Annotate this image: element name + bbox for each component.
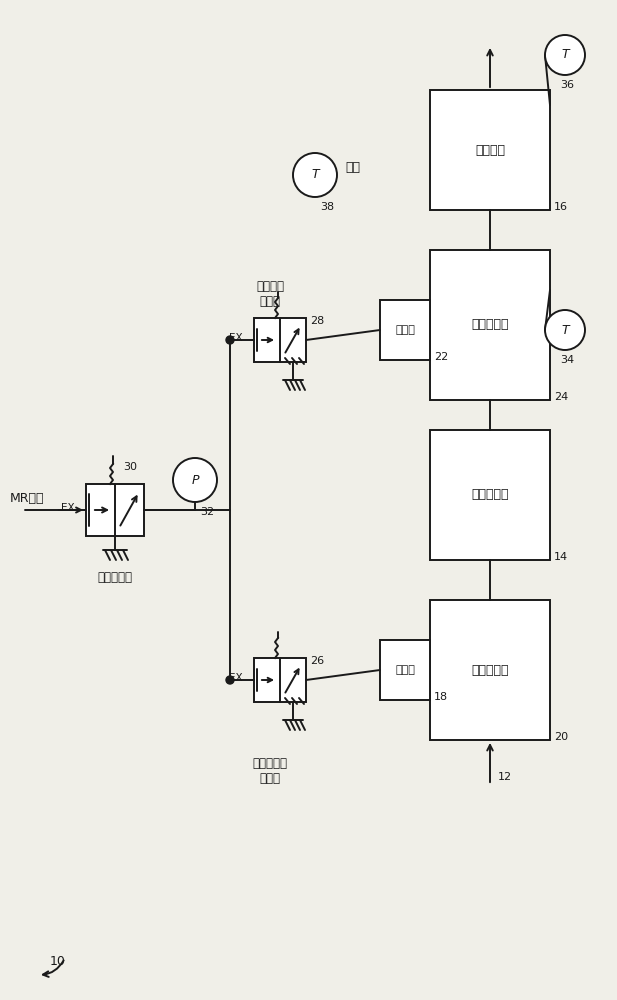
Text: 卸荷控制阀: 卸荷控制阀	[97, 571, 133, 584]
Text: 卸荷器: 卸荷器	[395, 665, 415, 675]
Text: 12: 12	[498, 772, 512, 782]
Text: T: T	[561, 324, 569, 336]
Circle shape	[226, 676, 234, 684]
Bar	[430, 90, 550, 210]
Text: T: T	[311, 168, 319, 182]
Text: 18: 18	[434, 692, 448, 702]
Circle shape	[293, 153, 337, 197]
Text: 10: 10	[50, 955, 66, 968]
Text: 26: 26	[310, 656, 324, 666]
Text: EX: EX	[61, 503, 75, 513]
Text: 20: 20	[554, 732, 568, 742]
Text: 32: 32	[200, 507, 214, 517]
Text: 30: 30	[123, 462, 137, 472]
Circle shape	[545, 35, 585, 75]
Text: 16: 16	[554, 202, 568, 212]
Bar	[380, 300, 430, 360]
Text: 28: 28	[310, 316, 325, 326]
Text: 第一级压缩: 第一级压缩	[471, 664, 509, 676]
Text: 中间冷却器: 中间冷却器	[471, 488, 509, 502]
Text: MR压力: MR压力	[10, 492, 44, 505]
Text: 38: 38	[320, 202, 334, 212]
Text: 22: 22	[434, 352, 448, 362]
Text: 后冷却器: 后冷却器	[475, 143, 505, 156]
Bar	[430, 430, 550, 560]
Text: 14: 14	[554, 552, 568, 562]
Text: 后冷却器
除冰阀: 后冷却器 除冰阀	[256, 280, 284, 308]
Bar	[254, 318, 306, 362]
Text: 24: 24	[554, 392, 568, 402]
Text: 中间冷却器
除冰阀: 中间冷却器 除冰阀	[252, 757, 288, 785]
Circle shape	[545, 310, 585, 350]
Bar	[86, 484, 144, 536]
Circle shape	[173, 458, 217, 502]
Text: 36: 36	[560, 80, 574, 90]
Text: P: P	[191, 474, 199, 487]
Text: EX: EX	[229, 673, 242, 683]
Bar	[430, 250, 550, 400]
Text: EX: EX	[229, 333, 242, 343]
Text: 卸荷器: 卸荷器	[395, 325, 415, 335]
Bar	[254, 658, 306, 702]
Text: 34: 34	[560, 355, 574, 365]
Text: 第二级压缩: 第二级压缩	[471, 318, 509, 332]
Bar	[430, 600, 550, 740]
Bar	[380, 640, 430, 700]
Text: T: T	[561, 48, 569, 62]
Text: 环境: 环境	[345, 161, 360, 174]
Circle shape	[226, 336, 234, 344]
